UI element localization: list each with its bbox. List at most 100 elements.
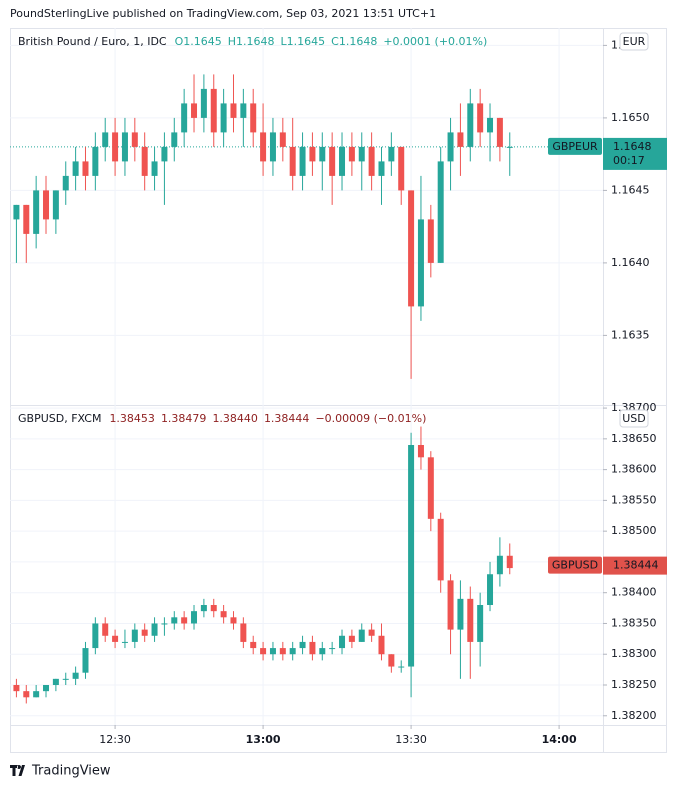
candle-body <box>82 161 89 176</box>
logo <box>10 765 25 776</box>
y-tick-label: 1.38650 <box>611 432 657 445</box>
symbol-tag <box>548 556 602 574</box>
candle-body <box>52 190 59 220</box>
candle-body <box>13 204 20 220</box>
legend-value: H1.1648 <box>228 35 275 48</box>
candle-body <box>210 605 217 612</box>
candle-body <box>329 146 336 176</box>
candle-body <box>43 685 50 692</box>
last-price: 1.1648 <box>613 140 652 153</box>
candle-body <box>368 629 375 636</box>
candle-body <box>496 117 503 147</box>
y-tick-label: 1.38600 <box>611 463 657 476</box>
x-tick-label: 13:30 <box>395 733 427 746</box>
legend-value: 1.38453 <box>109 412 155 425</box>
candle-body <box>92 146 99 176</box>
candle-body <box>131 629 138 642</box>
candle-body <box>23 691 30 698</box>
candle-body <box>240 103 247 118</box>
candle-body <box>408 190 415 307</box>
candle-body <box>457 598 464 630</box>
candle-body <box>33 691 40 698</box>
candle-body <box>82 648 89 673</box>
candle-body <box>72 672 79 679</box>
countdown: 00:17 <box>613 154 645 167</box>
candle-body <box>437 518 444 581</box>
candle-body <box>151 623 158 636</box>
candle-body <box>309 641 316 655</box>
candle-body <box>92 623 99 649</box>
candle-body <box>279 648 286 655</box>
candle-body <box>309 146 316 162</box>
candle-body <box>102 132 109 147</box>
candle-body <box>240 623 247 642</box>
legend: British Pound / Euro, 1, IDC O1.1645 H1.16… <box>18 35 487 48</box>
y-tick-label: 1.38550 <box>611 493 657 506</box>
candle-body <box>368 146 375 176</box>
y-tick-label: 1.1635 <box>611 328 650 341</box>
legend-value: 1.38444 <box>264 412 310 425</box>
currency-badge <box>619 32 649 51</box>
candle-body <box>319 146 326 162</box>
candle-body <box>112 635 119 642</box>
legend-value: 1.38479 <box>161 412 207 425</box>
legend-value: −0.00009 (−0.01%) <box>315 412 426 425</box>
candle-body <box>427 219 434 263</box>
candle-body <box>200 605 207 612</box>
candle-body <box>388 654 395 667</box>
legend-value: L1.1645 <box>281 35 326 48</box>
candle-body <box>230 103 237 118</box>
candle-body <box>417 445 424 458</box>
candle-body <box>220 103 227 133</box>
candle-body <box>260 132 267 162</box>
price-tag <box>603 556 667 575</box>
y-tick-label: 1.38400 <box>611 586 657 599</box>
currency: USD <box>622 412 646 425</box>
candle-body <box>191 103 198 118</box>
candle-body <box>250 103 257 133</box>
candle-body <box>467 598 474 642</box>
y-tick-label: 1.1650 <box>611 111 650 124</box>
legend-value: +0.0001 (+0.01%) <box>383 35 487 48</box>
candle-body <box>191 611 198 624</box>
candle-body <box>496 555 503 575</box>
legend-title: British Pound / Euro, 1, IDC <box>18 35 167 48</box>
candle-body <box>151 161 158 176</box>
y-tick-label: 1.38200 <box>611 709 657 722</box>
y-tick-label: 1.38250 <box>611 678 657 691</box>
candle-body <box>200 88 207 118</box>
candle-body <box>13 685 20 692</box>
candle-body <box>181 617 188 624</box>
candle-body <box>72 161 79 176</box>
legend: GBPUSD, FXCM 1.38453 1.38479 1.38440 1.38444… <box>18 412 426 425</box>
candle-body <box>43 190 50 220</box>
candle-body <box>457 132 464 147</box>
y-tick-label: 1.38500 <box>611 524 657 537</box>
candle-body <box>398 146 405 191</box>
candle-body <box>112 132 119 162</box>
candle-body <box>427 457 434 519</box>
candle-body <box>378 161 385 176</box>
y-tick-label: 1.38300 <box>611 647 657 660</box>
price-tag <box>603 137 667 170</box>
candle-body <box>52 678 59 685</box>
candle-body <box>33 190 40 234</box>
x-tick-label: 12:30 <box>99 733 131 746</box>
candle-body <box>161 146 168 162</box>
candle-body <box>181 103 188 133</box>
candle-body <box>417 219 424 307</box>
candle-body <box>487 574 494 605</box>
footer-brand: TradingView <box>31 764 111 779</box>
legend-value: O1.1645 <box>175 35 222 48</box>
last-price: 1.38444 <box>613 559 659 572</box>
candle-body <box>477 103 484 133</box>
candle-body <box>329 648 336 650</box>
candle-body <box>210 88 217 133</box>
candle-body <box>62 678 69 680</box>
candle-body <box>23 204 30 234</box>
candle-body <box>388 146 395 162</box>
candle-body <box>121 132 128 162</box>
x-tick-label: 13:00 <box>246 733 281 746</box>
